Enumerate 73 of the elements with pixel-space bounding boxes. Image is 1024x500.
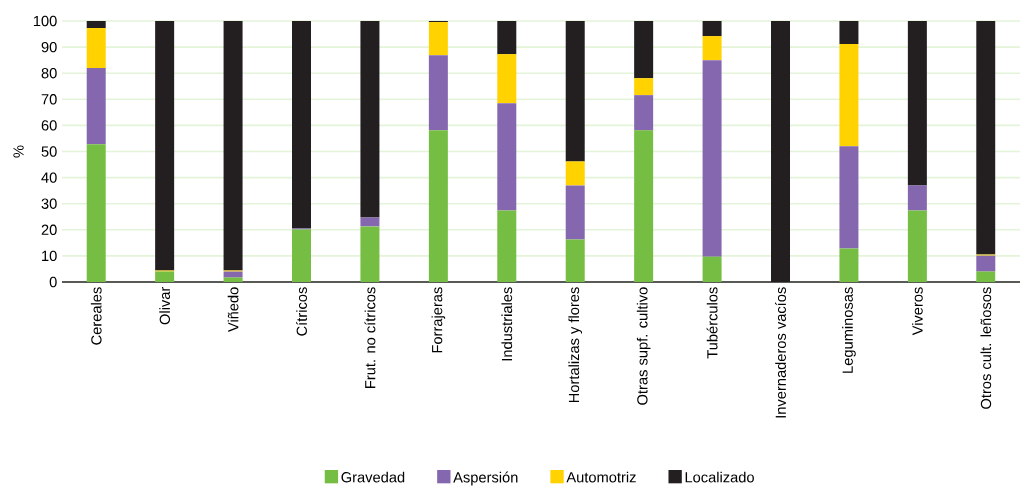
y-tick-label: 0 — [49, 276, 57, 288]
x-tick-label: Otros cult. leñosos — [980, 287, 992, 409]
bar — [497, 54, 517, 104]
x-tick-label: Otras supf. cultivo — [636, 287, 651, 405]
bar — [702, 36, 722, 61]
legend-label: Localizado — [685, 471, 754, 483]
x-tick-label: Invernaderos vacíos — [775, 287, 786, 418]
bar — [565, 239, 585, 282]
bar — [86, 144, 106, 282]
bar — [86, 67, 106, 145]
x-tick-label: Hortalizas y flores — [568, 287, 583, 403]
bar — [360, 226, 380, 282]
legend-label: Automotriz — [566, 471, 636, 483]
y-tick-label: 40 — [41, 172, 57, 183]
bar — [565, 185, 585, 240]
bar — [634, 78, 654, 96]
bar — [907, 210, 927, 282]
x-tick-label: Cereales — [90, 287, 102, 345]
bar — [976, 255, 996, 272]
bar — [634, 95, 654, 131]
y-tick-label: 20 — [41, 224, 57, 235]
x-tick-label: Forrajeras — [431, 287, 446, 353]
y-axis-title: % — [13, 145, 24, 158]
y-tick-label: 10 — [42, 250, 57, 262]
bar — [360, 217, 380, 227]
bar — [634, 21, 654, 79]
bar — [702, 60, 722, 257]
y-tick-label: 70 — [41, 94, 57, 105]
y-tick-label: 100 — [33, 15, 57, 27]
bar — [839, 21, 859, 44]
x-tick-label: Leguminosas — [842, 287, 856, 373]
bar — [634, 130, 654, 282]
bar — [292, 21, 311, 229]
bar — [565, 21, 585, 162]
legend-label: Gravedad — [341, 471, 405, 483]
bar — [976, 271, 996, 282]
bar — [428, 130, 448, 282]
bar — [976, 21, 996, 255]
y-tick-label: 80 — [41, 68, 57, 79]
bar — [223, 21, 243, 271]
x-tick-label: Industriales — [501, 287, 513, 361]
bar — [497, 21, 517, 55]
bar — [839, 248, 859, 282]
legend-label: Aspersión — [453, 471, 518, 486]
y-tick-label: 90 — [41, 41, 57, 53]
bar — [86, 28, 106, 68]
x-tick-label: Frut. no cítricos — [364, 287, 376, 388]
bar — [428, 22, 448, 56]
x-tick-label: Viñedo — [227, 287, 239, 333]
x-tick-label: Viveros — [911, 287, 923, 336]
bar — [565, 161, 585, 186]
bar — [86, 21, 106, 29]
y-tick-label: 30 — [41, 198, 57, 209]
bar — [155, 21, 175, 271]
bar — [702, 21, 722, 37]
bar — [223, 271, 243, 278]
bar — [223, 277, 243, 282]
bar — [292, 229, 311, 282]
bar — [155, 271, 175, 282]
bar — [428, 55, 448, 131]
bar — [839, 146, 859, 249]
bar — [839, 43, 859, 147]
bar — [497, 103, 517, 211]
y-tick-label: 60 — [41, 120, 57, 131]
x-tick-label: Cítricos — [296, 287, 307, 336]
bar — [497, 210, 517, 282]
bar — [360, 21, 380, 218]
x-tick-label: Olivar — [159, 286, 171, 325]
bar — [702, 256, 722, 282]
bar — [907, 21, 927, 186]
y-tick-label: 50 — [41, 146, 57, 157]
x-tick-label: Tubérculos — [706, 287, 718, 359]
bar — [907, 185, 927, 211]
